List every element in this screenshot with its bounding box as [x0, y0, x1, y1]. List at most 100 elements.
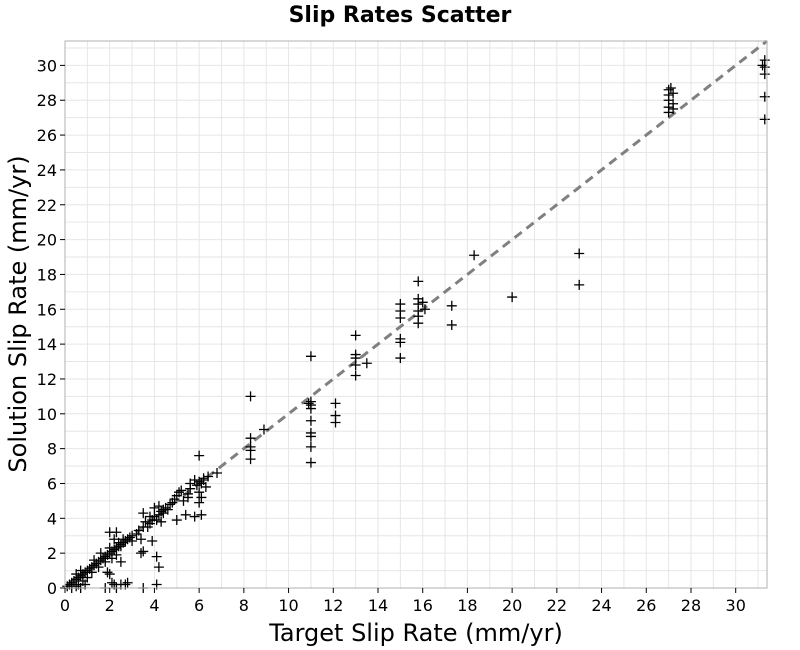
- data-point: [419, 304, 430, 315]
- data-point: [111, 549, 122, 560]
- data-point: [196, 509, 207, 520]
- data-point: [350, 330, 361, 341]
- x-tick-label: 10: [278, 596, 298, 615]
- data-point: [574, 248, 585, 259]
- data-point: [86, 567, 97, 578]
- data-point: [89, 555, 100, 566]
- data-point: [361, 358, 372, 369]
- data-point: [245, 454, 256, 465]
- y-tick-label: 12: [37, 370, 57, 389]
- data-point: [178, 495, 189, 506]
- data-point: [417, 297, 428, 308]
- data-point: [71, 581, 82, 592]
- plot-frame: [64, 40, 768, 589]
- data-point: [757, 60, 768, 71]
- data-point: [200, 481, 211, 492]
- data-point: [245, 445, 256, 456]
- data-point: [305, 431, 316, 442]
- data-point: [305, 351, 316, 362]
- data-point: [153, 562, 164, 573]
- data-point: [759, 91, 770, 102]
- data-point: [330, 417, 341, 428]
- data-point: [194, 487, 205, 498]
- data-point: [446, 300, 457, 311]
- data-point: [151, 515, 162, 526]
- data-point: [198, 473, 209, 484]
- data-point: [574, 279, 585, 290]
- data-point: [149, 502, 160, 513]
- data-point: [469, 250, 480, 261]
- data-point: [171, 515, 182, 526]
- y-tick-label: 6: [47, 474, 57, 493]
- data-point: [212, 468, 223, 479]
- x-tick-label: 16: [413, 596, 433, 615]
- data-point: [395, 312, 406, 323]
- data-point: [446, 319, 457, 330]
- y-tick-label: 16: [37, 300, 57, 319]
- x-tick-label: 8: [239, 596, 249, 615]
- data-point: [189, 474, 200, 485]
- data-point: [111, 527, 122, 538]
- y-tick-label: 22: [37, 196, 57, 215]
- x-axis-label: Target Slip Rate (mm/yr): [268, 619, 563, 647]
- data-point: [127, 535, 138, 546]
- data-point: [147, 535, 158, 546]
- data-point: [507, 292, 518, 303]
- data-point: [759, 69, 770, 80]
- data-point: [413, 276, 424, 287]
- data-point: [140, 516, 151, 527]
- data-point: [350, 370, 361, 381]
- data-point: [759, 114, 770, 125]
- data-point: [104, 542, 115, 553]
- y-tick-label: 10: [37, 405, 57, 424]
- x-tick-label: 20: [502, 596, 522, 615]
- data-point: [245, 391, 256, 402]
- data-point: [138, 546, 149, 557]
- data-point: [194, 497, 205, 508]
- x-tick-label: 18: [457, 596, 477, 615]
- data-point: [122, 577, 133, 588]
- data-point: [665, 83, 676, 94]
- y-tick-label: 4: [47, 509, 57, 528]
- data-point: [196, 492, 207, 503]
- data-point: [75, 565, 86, 576]
- y-tick-label: 20: [37, 231, 57, 250]
- data-point: [194, 450, 205, 461]
- data-point: [330, 398, 341, 409]
- y-tick-label: 28: [37, 91, 57, 110]
- data-point: [350, 360, 361, 371]
- data-point: [182, 488, 193, 499]
- chart-title: Slip Rates Scatter: [289, 3, 512, 28]
- y-tick-label: 2: [47, 544, 57, 563]
- data-point: [203, 471, 214, 482]
- data-point: [165, 499, 176, 510]
- data-point: [413, 318, 424, 329]
- data-point: [93, 562, 104, 573]
- data-point: [305, 441, 316, 452]
- data-point: [189, 511, 200, 522]
- y-tick-label: 8: [47, 440, 57, 459]
- data-point: [668, 103, 679, 114]
- data-point: [104, 569, 115, 580]
- data-point: [100, 556, 111, 567]
- data-point: [305, 403, 316, 414]
- y-axis-label: Solution Slip Rate (mm/yr): [4, 155, 32, 472]
- data-point: [156, 516, 167, 527]
- x-tick-label: 24: [591, 596, 611, 615]
- data-point: [303, 398, 314, 409]
- x-tick-label: 26: [636, 596, 656, 615]
- x-tick-label: 2: [105, 596, 115, 615]
- data-point: [305, 415, 316, 426]
- data-point: [102, 567, 113, 578]
- x-tick-label: 0: [60, 596, 70, 615]
- data-point: [95, 548, 106, 559]
- data-point: [180, 509, 191, 520]
- data-point: [162, 504, 173, 515]
- grid-lines: [65, 41, 767, 588]
- data-point: [258, 424, 269, 435]
- data-point: [176, 485, 187, 496]
- data-point: [138, 508, 149, 519]
- y-tick-label: 24: [37, 161, 57, 180]
